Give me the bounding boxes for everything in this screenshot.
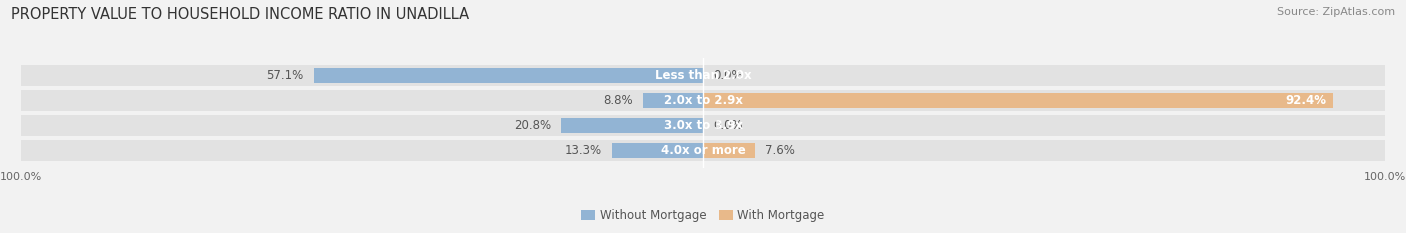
Bar <box>314 68 703 83</box>
Bar <box>21 140 1385 161</box>
Bar <box>21 65 1385 86</box>
Text: 0.0%: 0.0% <box>713 119 742 132</box>
Bar <box>643 93 703 108</box>
Text: Source: ZipAtlas.com: Source: ZipAtlas.com <box>1277 7 1395 17</box>
Text: 20.8%: 20.8% <box>513 119 551 132</box>
Text: PROPERTY VALUE TO HOUSEHOLD INCOME RATIO IN UNADILLA: PROPERTY VALUE TO HOUSEHOLD INCOME RATIO… <box>11 7 470 22</box>
Bar <box>21 90 1385 111</box>
Text: 2.0x to 2.9x: 2.0x to 2.9x <box>664 94 742 107</box>
Bar <box>21 115 1385 136</box>
Text: 0.0%: 0.0% <box>713 69 742 82</box>
Bar <box>561 118 703 133</box>
Text: 8.8%: 8.8% <box>603 94 633 107</box>
Text: 92.4%: 92.4% <box>1285 94 1326 107</box>
Text: 13.3%: 13.3% <box>565 144 602 157</box>
Legend: Without Mortgage, With Mortgage: Without Mortgage, With Mortgage <box>581 209 825 222</box>
Bar <box>612 143 703 158</box>
Text: Less than 2.0x: Less than 2.0x <box>655 69 751 82</box>
Text: 4.0x or more: 4.0x or more <box>661 144 745 157</box>
Text: 57.1%: 57.1% <box>266 69 304 82</box>
Bar <box>703 143 755 158</box>
Text: 3.0x to 3.9x: 3.0x to 3.9x <box>664 119 742 132</box>
Bar <box>703 93 1333 108</box>
Text: 7.6%: 7.6% <box>765 144 794 157</box>
